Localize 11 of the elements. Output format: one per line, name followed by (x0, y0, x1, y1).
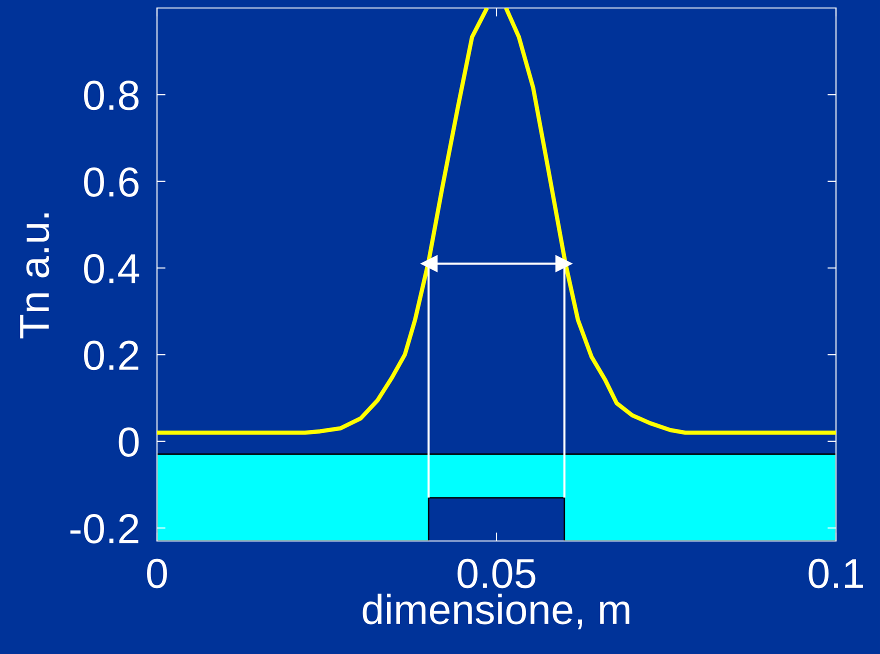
x-tick-label: 0.1 (808, 558, 863, 588)
y-tick-label: 0 (118, 427, 139, 457)
x-tick-label: 0.05 (458, 558, 536, 588)
y-axis-title: Tn a.u. (20, 213, 50, 338)
y-tick-label: 0.6 (84, 167, 139, 197)
y-tick-label: 0.2 (84, 340, 138, 370)
x-tick-label: 0 (147, 558, 167, 588)
y-tick-label: 0.4 (84, 254, 140, 284)
x-axis-title: dimensione, m (362, 594, 630, 630)
y-tick-label: 0.8 (84, 80, 139, 110)
y-tick-label: -0.2 (70, 514, 138, 544)
